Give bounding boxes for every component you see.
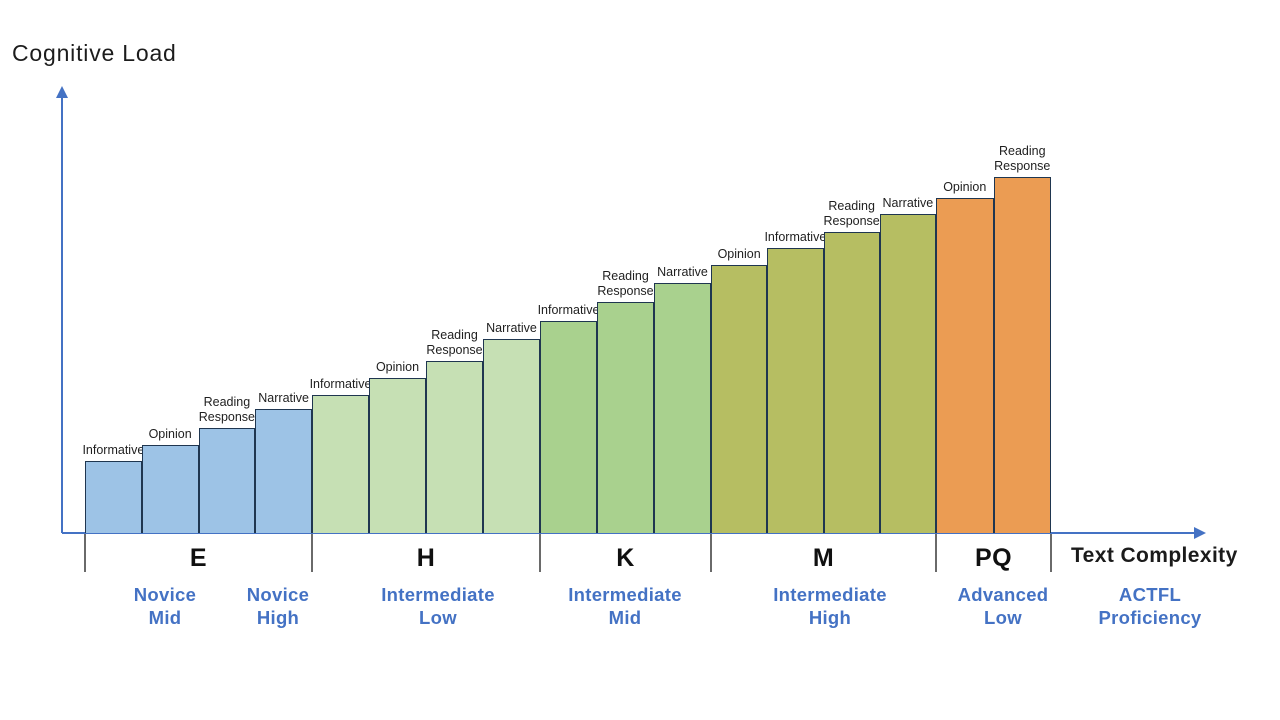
bar-label-opinion: Opinion [375, 360, 420, 374]
bar-h-reading-response [426, 361, 483, 533]
bar-label-narrative: Narrative [657, 265, 708, 279]
bar-h-opinion [369, 378, 426, 533]
bar-label-narrative: Narrative [882, 196, 934, 210]
proficiency-label-intermediate-high: Intermediate High [773, 584, 887, 628]
y-axis-title: Cognitive Load [12, 40, 177, 66]
bar-k-reading-response [597, 302, 654, 533]
bar-k-narrative [654, 283, 711, 533]
bar-label-narrative: Narrative [258, 391, 309, 405]
bar-m-informative [767, 248, 824, 533]
grade-label-e: E [189, 544, 208, 572]
bar-e-informative [85, 461, 142, 533]
group-boundary-tick-3 [710, 534, 712, 572]
group-boundary-tick-0 [84, 534, 86, 572]
x-axis-arrow-icon [1194, 527, 1206, 539]
proficiency-label-actfl-proficiency: ACTFL Proficiency [1098, 584, 1202, 628]
bar-pq-reading-response [993, 177, 1051, 533]
bar-label-reading-response: Reading Response [823, 199, 880, 228]
grade-label-h: H [416, 544, 436, 572]
group-boundary-tick-2 [539, 534, 541, 572]
bar-m-opinion [711, 265, 768, 533]
bar-label-narrative: Narrative [486, 321, 537, 335]
grade-label-pq: PQ [974, 544, 1013, 572]
proficiency-label-intermediate-low: Intermediate Low [381, 584, 495, 628]
bar-e-narrative [255, 409, 312, 533]
bar-e-opinion [141, 445, 199, 533]
bar-k-informative [540, 321, 597, 533]
bar-e-reading-response [198, 428, 256, 533]
grade-label-k: K [616, 544, 635, 572]
grade-label-m: M [812, 544, 835, 572]
x-axis-line [62, 532, 1198, 534]
bar-h-informative [312, 395, 369, 533]
bar-label-reading-response: Reading Response [198, 395, 256, 424]
proficiency-label-novice-mid: Novice Mid [133, 584, 197, 628]
proficiency-label-intermediate-mid: Intermediate Mid [568, 584, 682, 628]
bar-label-opinion: Opinion [148, 427, 192, 441]
y-axis-arrow-icon [56, 86, 68, 98]
bar-label-informative: Informative [537, 303, 600, 317]
bar-label-informative: Informative [82, 443, 145, 457]
bar-label-opinion: Opinion [943, 180, 987, 194]
bar-label-reading-response: Reading Response [597, 269, 654, 298]
bar-label-informative: Informative [309, 377, 372, 391]
bar-pq-opinion [936, 198, 994, 533]
bar-h-narrative [483, 339, 540, 533]
bar-label-reading-response: Reading Response [994, 144, 1051, 173]
bar-m-reading-response [823, 232, 880, 533]
bar-m-narrative [879, 214, 936, 533]
bar-label-opinion: Opinion [717, 247, 761, 261]
bar-label-informative: Informative [764, 230, 827, 244]
bar-label-reading-response: Reading Response [426, 328, 483, 357]
group-boundary-tick-1 [311, 534, 313, 572]
group-boundary-tick-4 [935, 534, 937, 572]
group-boundary-tick-5 [1050, 534, 1052, 572]
proficiency-label-novice-high: Novice High [246, 584, 310, 628]
x-axis-title: Text Complexity [1071, 544, 1238, 567]
y-axis-line [61, 97, 63, 533]
proficiency-label-advanced-low: Advanced Low [957, 584, 1049, 628]
